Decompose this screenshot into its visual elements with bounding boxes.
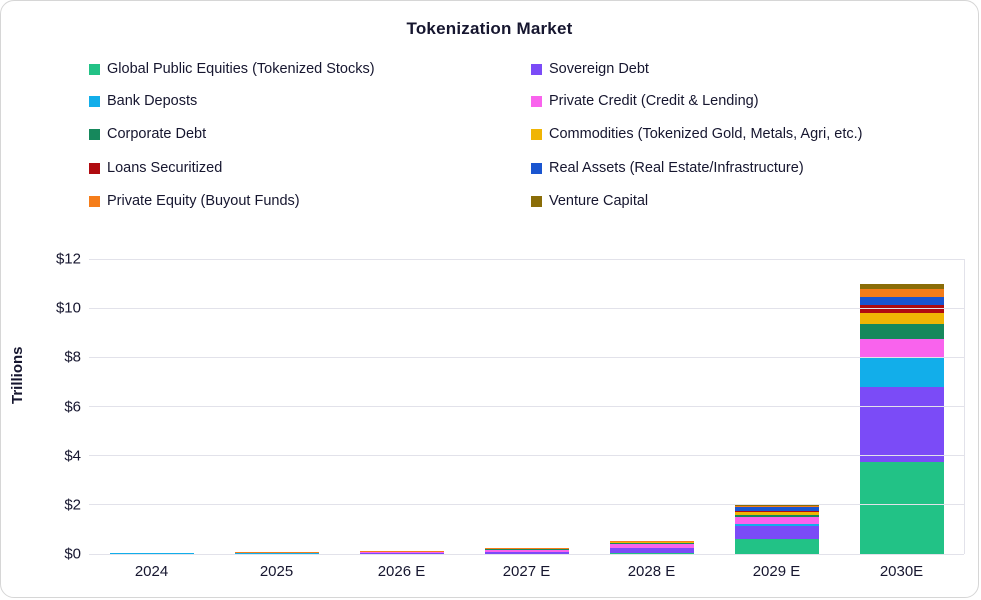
legend-item-5[interactable]: Corporate Debt bbox=[89, 126, 206, 142]
bar-segment[interactable] bbox=[859, 386, 944, 462]
legend-label: Sovereign Debt bbox=[549, 61, 649, 77]
x-tick-label-2029E: 2029 E bbox=[752, 563, 801, 580]
bar-segment[interactable] bbox=[859, 461, 944, 554]
gridline-4 bbox=[89, 455, 964, 457]
bar-segment[interactable] bbox=[734, 539, 819, 554]
bar-segment[interactable] bbox=[734, 514, 819, 517]
y-tick-label-6: $6 bbox=[64, 398, 81, 415]
bar-segment[interactable] bbox=[609, 548, 694, 553]
legend-item-7[interactable]: Loans Securitized bbox=[89, 160, 222, 176]
y-tick-label-2: $2 bbox=[64, 496, 81, 514]
legend-item-10[interactable]: Venture Capital bbox=[531, 193, 648, 209]
legend-label: Real Assets (Real Estate/Infrastructure) bbox=[549, 160, 804, 176]
y-axis-tick-labels: $0 $2 $4 $6 $8 $10 $12 bbox=[1, 251, 81, 563]
legend-swatch-icon bbox=[531, 63, 542, 75]
bar-segment[interactable] bbox=[859, 297, 944, 305]
legend-label: Global Public Equities (Tokenized Stocks… bbox=[107, 61, 375, 77]
y-tick-label-4: $4 bbox=[64, 447, 81, 465]
bar-segment[interactable] bbox=[734, 505, 819, 508]
bar-segment[interactable] bbox=[859, 313, 944, 325]
gridline-0 bbox=[89, 553, 964, 555]
bar-segment[interactable] bbox=[859, 304, 944, 314]
legend-swatch-icon bbox=[89, 128, 100, 140]
legend-item-8[interactable]: Real Assets (Real Estate/Infrastructure) bbox=[531, 160, 804, 176]
bar-segment[interactable] bbox=[609, 542, 694, 544]
x-axis-tick-labels: 2024 2025 2026 E 2027 E 2028 E 2029 E 2030E bbox=[89, 563, 964, 580]
plot-area bbox=[89, 258, 965, 555]
legend-swatch-icon bbox=[531, 162, 542, 174]
legend-swatch-icon bbox=[89, 195, 100, 207]
x-tick-label-2025: 2025 bbox=[259, 563, 294, 580]
legend-swatch-icon bbox=[89, 63, 100, 75]
bar-segment[interactable] bbox=[859, 324, 944, 339]
legend-label: Private Equity (Buyout Funds) bbox=[107, 193, 300, 209]
gridline-8 bbox=[89, 356, 964, 358]
bar-segment[interactable] bbox=[734, 507, 819, 511]
y-tick-label-0: $0 bbox=[64, 545, 81, 563]
gridline-10 bbox=[89, 307, 964, 309]
bar-segment[interactable] bbox=[734, 511, 819, 515]
bars-container bbox=[89, 259, 964, 554]
legend-swatch-icon bbox=[531, 128, 542, 140]
bar-segment[interactable] bbox=[734, 524, 819, 526]
legend-label: Corporate Debt bbox=[107, 126, 207, 142]
legend-item-2[interactable]: Sovereign Debt bbox=[531, 61, 649, 77]
legend-item-1[interactable]: Global Public Equities (Tokenized Stocks… bbox=[89, 61, 375, 77]
x-tick-label-2026E: 2026 E bbox=[377, 563, 426, 580]
legend-item-6[interactable]: Commodities (Tokenized Gold, Metals, Agr… bbox=[531, 126, 862, 142]
bar-slot-2029E bbox=[714, 259, 839, 554]
gridline-12 bbox=[89, 258, 964, 260]
bar-2030E[interactable] bbox=[859, 259, 944, 554]
y-tick-label-8: $8 bbox=[64, 348, 81, 366]
bar-segment[interactable] bbox=[609, 552, 694, 554]
legend-label: Commodities (Tokenized Gold, Metals, Agr… bbox=[549, 126, 863, 142]
bar-segment[interactable] bbox=[734, 510, 819, 512]
bar-2028E[interactable] bbox=[609, 259, 694, 554]
bar-segment[interactable] bbox=[609, 543, 694, 548]
bar-segment[interactable] bbox=[484, 549, 569, 553]
legend-item-9[interactable]: Private Equity (Buyout Funds) bbox=[89, 193, 300, 209]
chart-title: Tokenization Market bbox=[406, 19, 573, 38]
chart-legend: Global Public Equities (Tokenized Stocks… bbox=[1, 1, 978, 231]
legend-label: Venture Capital bbox=[549, 193, 649, 209]
legend-label: Private Credit (Credit & Lending) bbox=[549, 93, 759, 109]
x-tick-label-2027E: 2027 E bbox=[502, 563, 551, 580]
legend-swatch-icon bbox=[531, 95, 542, 107]
y-tick-label-10: $10 bbox=[55, 299, 81, 317]
legend-swatch-icon bbox=[531, 195, 542, 207]
bar-segment[interactable] bbox=[484, 552, 569, 554]
bar-segment[interactable] bbox=[734, 525, 819, 540]
bar-segment[interactable] bbox=[734, 516, 819, 525]
legend-label: Loans Securitized bbox=[107, 160, 223, 176]
x-tick-label-2024: 2024 bbox=[134, 563, 169, 580]
legend-item-4[interactable]: Private Credit (Credit & Lending) bbox=[531, 93, 759, 109]
bar-segment[interactable] bbox=[859, 357, 944, 387]
bar-2029E[interactable] bbox=[734, 259, 819, 554]
gridline-6 bbox=[89, 406, 964, 407]
legend-label: Bank Deposts bbox=[107, 93, 198, 109]
bar-segment[interactable] bbox=[859, 283, 944, 289]
bar-slot-2030E bbox=[839, 259, 964, 554]
legend-swatch-icon bbox=[89, 95, 100, 107]
bar-segment[interactable] bbox=[859, 288, 944, 298]
x-tick-label-2030E: 2030E bbox=[879, 563, 924, 580]
gridline-2 bbox=[89, 504, 964, 506]
y-tick-label-12: $12 bbox=[55, 250, 81, 268]
bar-slot-2028E bbox=[589, 259, 714, 554]
bar-segment[interactable] bbox=[609, 547, 694, 549]
legend-swatch-icon bbox=[89, 162, 100, 174]
bar-segment[interactable] bbox=[859, 338, 944, 358]
legend-item-3[interactable]: Bank Deposts bbox=[89, 93, 197, 109]
bar-segment[interactable] bbox=[609, 541, 694, 543]
x-tick-label-2028E: 2028 E bbox=[627, 563, 676, 580]
